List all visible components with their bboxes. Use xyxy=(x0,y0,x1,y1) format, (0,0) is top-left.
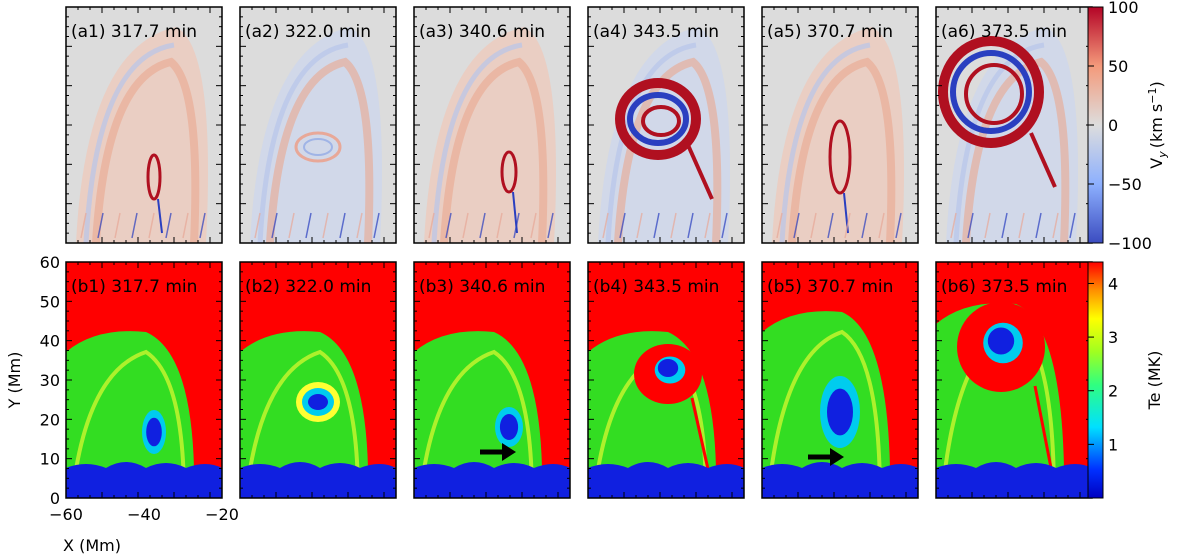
vy-panel: (a6) 373.5 min xyxy=(935,6,1093,244)
vy-panel: (a1) 317.7 min xyxy=(65,6,223,244)
colorbar-te-title: Te (MK) xyxy=(1145,351,1164,411)
te-panel: (b1) 317.7 min xyxy=(65,261,223,499)
y-tick-label: 50 xyxy=(40,292,60,311)
panel-label: (b4) 343.5 min xyxy=(593,277,719,297)
x-axis-title: X (Mm) xyxy=(63,536,121,555)
colorbar-vy-title: Vy(km s−1) xyxy=(1146,81,1169,168)
panel-label: (a2) 322.0 min xyxy=(245,22,371,42)
y-tick-label: 40 xyxy=(40,332,60,351)
colorbar-te-bar xyxy=(1087,261,1104,499)
y-tick-label: 0 xyxy=(50,489,60,508)
vy-tick-label: −50 xyxy=(1108,175,1142,194)
te-panel: (b3) 340.6 min xyxy=(413,261,571,499)
x-tick-label: −60 xyxy=(49,505,83,524)
vy-panel: (a2) 322.0 min xyxy=(239,6,397,244)
te-tick-label: 1 xyxy=(1108,435,1118,454)
arrow-marker xyxy=(480,443,516,461)
te-tick-label: 2 xyxy=(1108,382,1118,401)
panel-label: (a6) 373.5 min xyxy=(941,22,1067,42)
te-panel: (b5) 370.7 min xyxy=(761,261,919,499)
panel-label: (b2) 322.0 min xyxy=(245,277,371,297)
vy-tick-label: 100 xyxy=(1108,0,1139,17)
te-tick-label: 3 xyxy=(1108,328,1118,347)
vy-panel: (a3) 340.6 min xyxy=(413,6,571,244)
te-panel: (b2) 322.0 min xyxy=(239,261,397,499)
axis-tick-labels: −60 −40 −20 0 10 20 30 40 50 60 xyxy=(40,253,239,524)
y-tick-label: 60 xyxy=(40,253,60,272)
x-tick-label: −20 xyxy=(205,505,239,524)
vy-tick-label: 0 xyxy=(1108,116,1118,135)
arrow-marker xyxy=(808,448,844,466)
colorbar-vy-ticks: 100 50 0 −50 −100 xyxy=(1088,0,1152,253)
panel-label: (a4) 343.5 min xyxy=(593,22,719,42)
vy-panel: (a4) 343.5 min xyxy=(587,6,745,244)
panel-label: (a1) 317.7 min xyxy=(71,22,197,42)
vy-panel: (a5) 370.7 min xyxy=(761,6,919,244)
panel-grid: (a1) 317.7 min (b1) 317.7 min (a2) 322.0 m… xyxy=(65,6,1093,499)
panel-label: (b3) 340.6 min xyxy=(419,277,545,297)
y-tick-label: 30 xyxy=(40,371,60,390)
y-tick-label: 20 xyxy=(40,410,60,429)
vy-tick-label: −100 xyxy=(1108,234,1152,253)
y-tick-label: 10 xyxy=(40,450,60,469)
panel-label: (b5) 370.7 min xyxy=(767,277,893,297)
y-axis-title: Y (Mm) xyxy=(5,352,24,410)
colorbar-te: 4 3 2 1 Te (MK) xyxy=(1087,261,1164,499)
vy-tick-label: 50 xyxy=(1108,57,1128,76)
panel-label: (b6) 373.5 min xyxy=(941,277,1067,297)
colorbar-vy: 100 50 0 −50 −100 Vy(km s−1) xyxy=(1087,0,1169,253)
panel-label: (a5) 370.7 min xyxy=(767,22,893,42)
colorbar-te-ticks: 4 3 2 1 xyxy=(1088,274,1118,454)
x-tick-label: −40 xyxy=(127,505,161,524)
te-panel: (b6) 373.5 min xyxy=(935,261,1093,499)
panel-label: (a3) 340.6 min xyxy=(419,22,545,42)
te-tick-label: 4 xyxy=(1108,274,1118,293)
te-panel: (b4) 343.5 min xyxy=(587,261,745,499)
panel-label: (b1) 317.7 min xyxy=(71,277,197,297)
